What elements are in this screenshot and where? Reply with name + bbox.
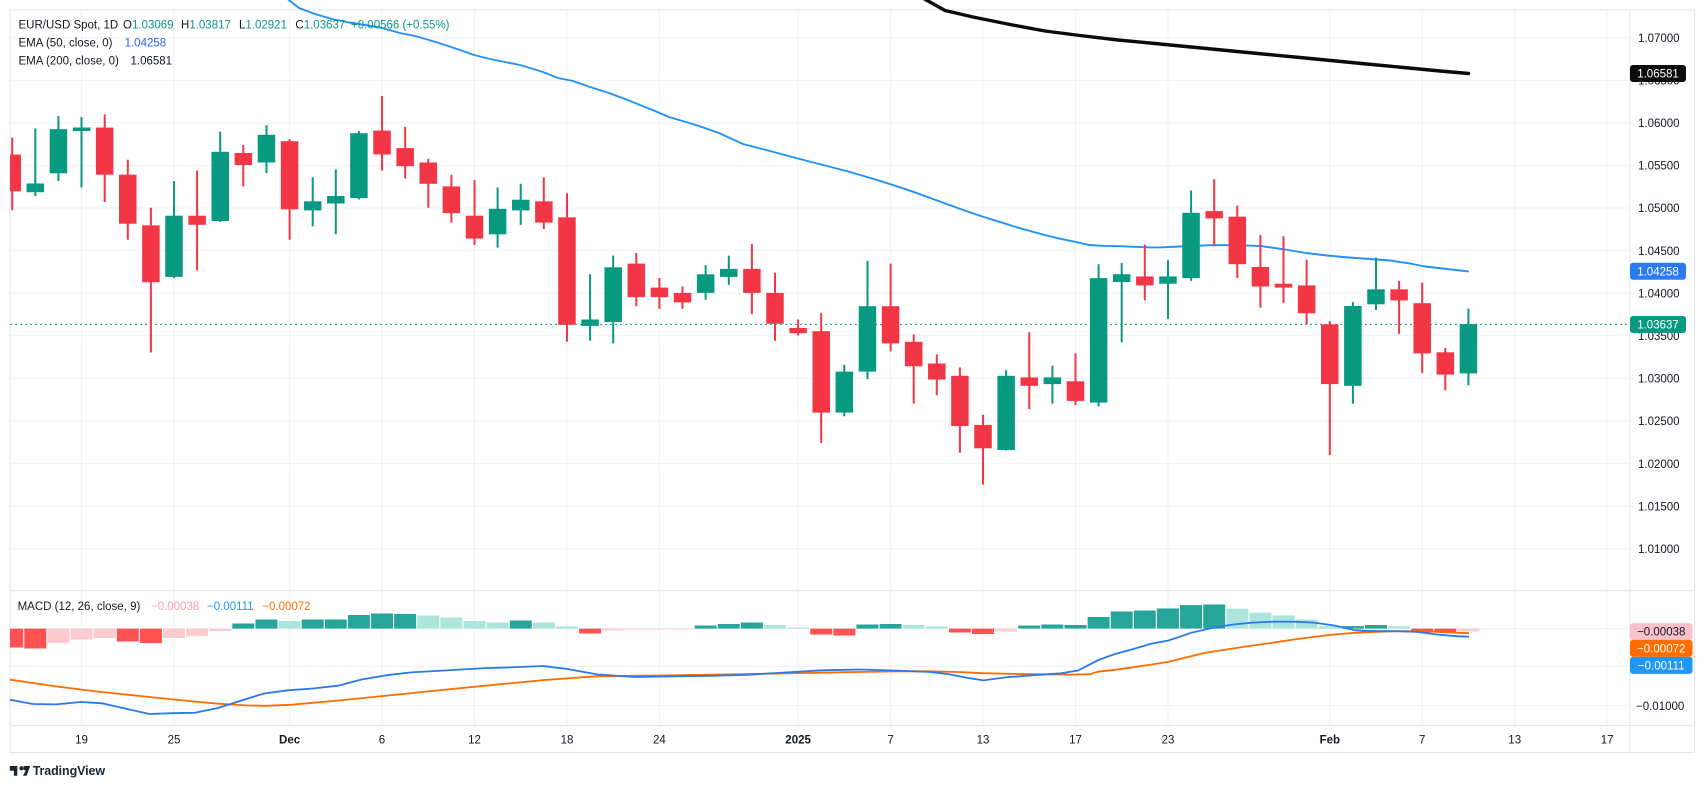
svg-text:7: 7 <box>1419 735 1425 747</box>
svg-text:24: 24 <box>653 735 666 747</box>
svg-text:C1.03637: C1.03637 <box>295 20 345 32</box>
svg-text:13: 13 <box>1508 735 1521 747</box>
svg-text:−0.00038: −0.00038 <box>1637 627 1685 639</box>
svg-text:23: 23 <box>1162 735 1175 747</box>
svg-text:17: 17 <box>1601 735 1614 747</box>
svg-text:1.01000: 1.01000 <box>1638 544 1680 556</box>
svg-text:25: 25 <box>168 735 181 747</box>
svg-text:1.02000: 1.02000 <box>1638 459 1680 471</box>
svg-text:1.04258: 1.04258 <box>125 38 167 50</box>
svg-text:H1.03817: H1.03817 <box>181 20 231 32</box>
svg-text:EMA (50, close, 0): EMA (50, close, 0) <box>19 38 113 50</box>
svg-text:1.06581: 1.06581 <box>1637 69 1679 81</box>
svg-text:−0.00111: −0.00111 <box>1638 661 1685 673</box>
svg-text:12: 12 <box>468 735 481 747</box>
svg-text:1.06581: 1.06581 <box>131 55 173 67</box>
svg-text:Dec: Dec <box>279 735 301 747</box>
svg-text:−0.00038: −0.00038 <box>151 601 199 613</box>
svg-text:1.02500: 1.02500 <box>1638 416 1680 428</box>
svg-text:O1.03069: O1.03069 <box>123 20 174 32</box>
svg-text:1.06000: 1.06000 <box>1638 118 1680 130</box>
svg-text:1.03637: 1.03637 <box>1637 320 1679 332</box>
svg-text:1.04258: 1.04258 <box>1637 266 1679 278</box>
svg-text:Feb: Feb <box>1320 735 1340 747</box>
svg-text:1.01500: 1.01500 <box>1638 501 1680 513</box>
svg-text:1.05000: 1.05000 <box>1638 203 1680 215</box>
svg-text:7: 7 <box>887 735 893 747</box>
svg-text:−0.00072: −0.00072 <box>262 601 310 613</box>
svg-text:18: 18 <box>561 735 574 747</box>
svg-text:L1.02921: L1.02921 <box>239 20 287 32</box>
svg-text:1.04500: 1.04500 <box>1638 246 1680 258</box>
svg-text:2025: 2025 <box>785 735 811 747</box>
svg-text:EMA (200, close, 0): EMA (200, close, 0) <box>19 55 120 67</box>
svg-text:−0.00111: −0.00111 <box>207 601 254 613</box>
svg-text:19: 19 <box>75 735 88 747</box>
svg-text:1.07000: 1.07000 <box>1638 33 1680 45</box>
svg-text:TradingView: TradingView <box>33 764 106 778</box>
svg-text:1.03000: 1.03000 <box>1638 374 1680 386</box>
svg-text:1.03500: 1.03500 <box>1638 331 1680 343</box>
svg-text:EUR/USD Spot, 1D: EUR/USD Spot, 1D <box>19 20 119 32</box>
svg-text:6: 6 <box>379 735 385 747</box>
svg-text:+0.00566 (+0.55%): +0.00566 (+0.55%) <box>351 20 450 32</box>
svg-text:1.05500: 1.05500 <box>1638 161 1680 173</box>
svg-text:MACD (12, 26, close, 9): MACD (12, 26, close, 9) <box>18 601 141 613</box>
svg-text:−0.00072: −0.00072 <box>1637 644 1685 656</box>
svg-text:−0.01000: −0.01000 <box>1636 701 1684 713</box>
svg-text:1.04000: 1.04000 <box>1638 288 1680 300</box>
svg-text:17: 17 <box>1069 735 1082 747</box>
svg-text:13: 13 <box>977 735 990 747</box>
